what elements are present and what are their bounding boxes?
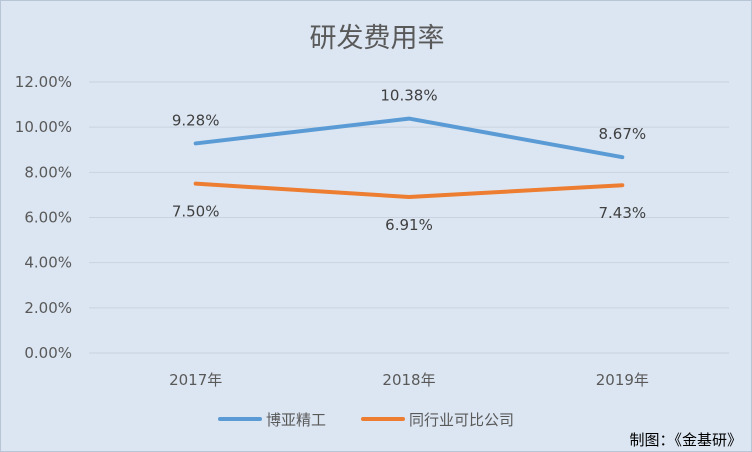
data-label: 8.67% — [599, 125, 647, 143]
legend: 博亚精工 同行业可比公司 — [218, 411, 514, 429]
y-tick-label: 0.00% — [24, 344, 72, 362]
y-tick-label: 2.00% — [24, 299, 72, 317]
series-lines — [193, 116, 625, 199]
data-label: 6.91% — [385, 216, 433, 234]
x-axis-ticks: 2017年 2018年 2019年 — [169, 371, 649, 389]
data-label: 9.28% — [172, 111, 220, 129]
data-label: 7.50% — [172, 203, 220, 221]
chart-title: 研发费用率 — [310, 23, 445, 54]
credit-text: 制图：《金基研》 — [629, 431, 742, 449]
y-tick-label: 6.00% — [24, 209, 72, 227]
data-label: 10.38% — [380, 87, 437, 105]
series-line — [193, 116, 625, 160]
y-tick-label: 8.00% — [24, 163, 72, 181]
series-line — [193, 181, 625, 199]
data-labels: 9.28% 10.38% 8.67% 7.50% 6.91% 7.43% — [172, 87, 646, 234]
gridlines — [89, 81, 729, 354]
data-label: 7.43% — [599, 204, 647, 222]
x-tick-label: 2017年 — [169, 371, 222, 389]
y-tick-label: 10.00% — [15, 118, 72, 136]
y-axis-ticks: 0.00% 2.00% 4.00% 6.00% 8.00% 10.00% 12.00% — [15, 73, 72, 362]
x-tick-label: 2019年 — [596, 371, 649, 389]
y-tick-label: 4.00% — [24, 254, 72, 272]
x-tick-label: 2018年 — [382, 371, 435, 389]
legend-label: 博亚精工 — [266, 411, 326, 429]
y-tick-label: 12.00% — [15, 73, 72, 91]
legend-label: 同行业可比公司 — [409, 411, 514, 429]
